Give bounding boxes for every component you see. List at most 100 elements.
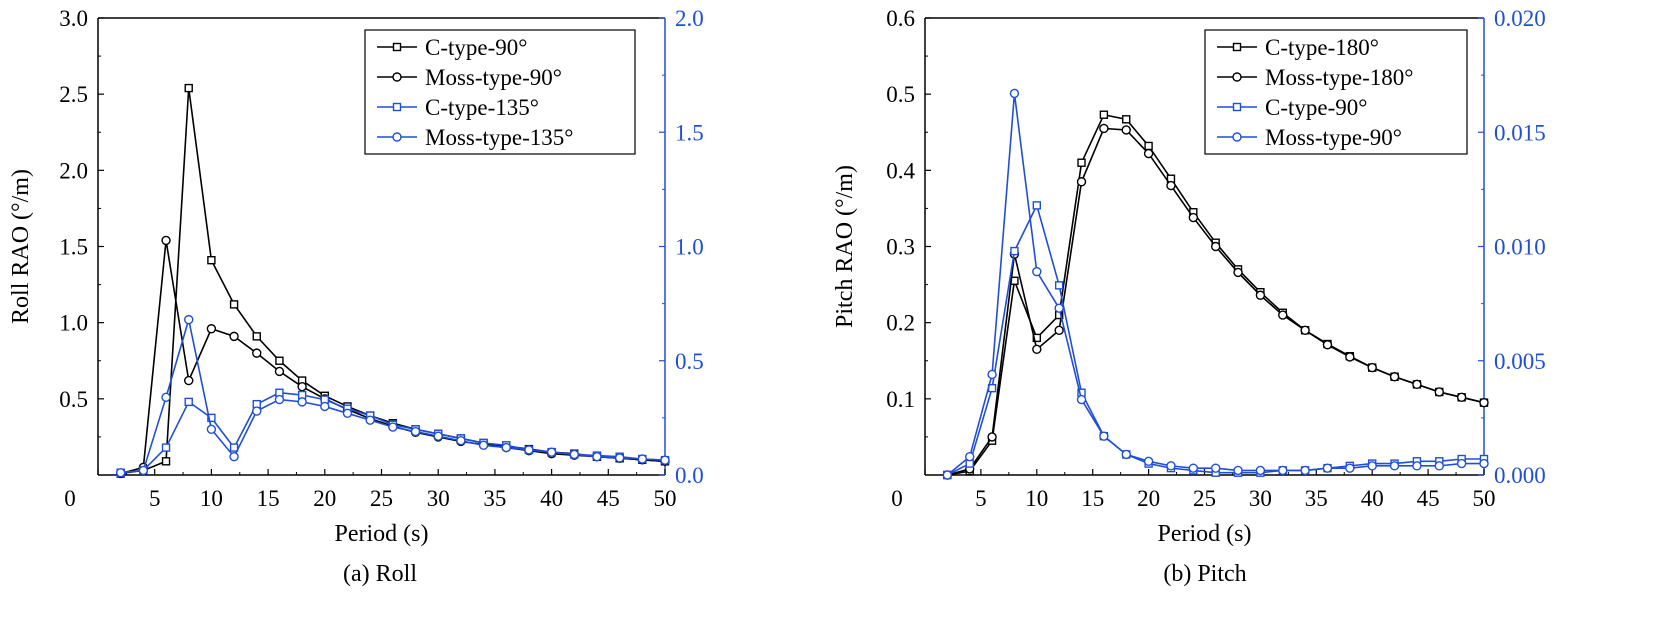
data-point-circle <box>1143 148 1154 159</box>
legend-label: Moss-type-90° <box>425 65 562 90</box>
data-point-circle <box>229 452 239 462</box>
data-point-circle <box>456 436 466 446</box>
legend-label: Moss-type-135° <box>425 125 573 150</box>
data-point-square <box>1099 110 1109 119</box>
legend-label: C-type-90° <box>425 35 527 60</box>
data-point-circle <box>115 468 126 478</box>
data-point-square <box>1054 281 1064 290</box>
data-point-circle <box>410 426 421 437</box>
x-tick-label: 30 <box>427 486 450 511</box>
legend-marker-square <box>1232 102 1242 112</box>
data-point-circle <box>1479 397 1489 408</box>
x-tick-label: 10 <box>200 486 223 511</box>
x-tick-label: 0 <box>64 486 76 511</box>
x-tick-label: 0 <box>891 486 903 511</box>
data-point-square <box>1010 246 1019 256</box>
legend-marker-square <box>392 102 402 112</box>
data-point-circle <box>274 394 285 405</box>
data-point-circle <box>1367 461 1377 471</box>
data-point-circle <box>965 452 975 462</box>
y-right-tick-label: 0.020 <box>1494 6 1546 31</box>
data-point-square <box>207 413 216 423</box>
y-right-tick-label: 0.000 <box>1494 463 1546 488</box>
data-point-circle <box>184 314 194 325</box>
data-point-square <box>229 300 239 309</box>
x-tick-label: 35 <box>1305 486 1328 511</box>
data-point-circle <box>1032 266 1042 277</box>
y-tick-label: 2.5 <box>59 82 88 107</box>
legend-marker-circle <box>1232 132 1242 142</box>
y-right-tick-label: 0.015 <box>1494 120 1546 145</box>
data-point-circle <box>660 455 670 465</box>
x-tick-label: 15 <box>1081 486 1104 511</box>
legend-label: C-type-135° <box>425 95 539 120</box>
y-tick-label: 0.4 <box>886 158 915 183</box>
legend: C-type-180° Moss-type-180° C-type-90° Moss-… <box>1204 29 1468 155</box>
data-point-circle <box>1456 392 1467 403</box>
x-tick-label: 10 <box>1025 486 1048 511</box>
y-right-tick-label: 1.5 <box>675 120 704 145</box>
panel-caption: (a) Roll <box>343 561 417 587</box>
y-right-tick-label: 0.5 <box>675 349 704 374</box>
y-tick-label: 0.2 <box>886 311 915 336</box>
y-tick-label: 2.0 <box>59 158 88 183</box>
data-point-circle <box>1300 465 1310 476</box>
y-tick-label: 1.5 <box>59 235 88 260</box>
data-point-square <box>1077 158 1086 167</box>
data-point-circle <box>342 408 353 419</box>
x-tick-label: 50 <box>654 486 677 511</box>
data-point-circle <box>1076 177 1087 187</box>
data-point-circle <box>1322 463 1333 473</box>
data-point-circle <box>1389 372 1400 382</box>
data-point-circle <box>1345 463 1355 473</box>
data-point-circle <box>1479 458 1489 469</box>
data-point-circle <box>388 422 398 432</box>
data-point-circle <box>942 470 953 480</box>
data-point-circle <box>252 406 262 416</box>
data-point-square <box>1144 141 1153 151</box>
data-point-circle <box>1210 463 1221 473</box>
data-point-circle <box>138 465 149 476</box>
data-point-circle <box>161 392 171 403</box>
y-tick-label: 0.5 <box>59 387 88 412</box>
legend-marker-square <box>392 42 402 52</box>
y-tick-label: 0.1 <box>886 387 915 412</box>
data-point-square <box>229 443 239 452</box>
data-point-circle <box>1032 344 1042 355</box>
data-point-square <box>252 332 261 341</box>
data-point-circle <box>592 452 602 462</box>
legend-box <box>1204 29 1468 155</box>
data-point-circle <box>1233 465 1243 476</box>
data-point-circle <box>365 415 375 425</box>
data-point-circle <box>1054 303 1064 313</box>
y-axis-label: Pitch RAO (°/m) <box>832 165 858 328</box>
x-tick-label: 35 <box>483 486 506 511</box>
data-point-circle <box>1188 212 1199 223</box>
data-point-circle <box>297 381 307 392</box>
data-point-circle <box>637 454 648 464</box>
data-point-square <box>161 443 171 452</box>
legend-label: Moss-type-90° <box>1265 125 1402 150</box>
data-point-circle <box>320 401 330 412</box>
x-tick-label: 25 <box>370 486 393 511</box>
x-tick-label: 5 <box>149 486 161 511</box>
series-line-C-type-180° <box>947 113 1485 476</box>
data-point-circle <box>1412 379 1422 390</box>
data-point-circle <box>1210 241 1221 252</box>
x-tick-label: 40 <box>540 486 563 511</box>
y-right-tick-label: 1.0 <box>675 235 704 260</box>
legend-marker-circle <box>392 72 402 82</box>
y-axis-label: Roll RAO (°/m) <box>8 169 34 324</box>
data-point-circle <box>569 449 579 460</box>
data-point-circle <box>1322 340 1333 350</box>
x-tick-label: 20 <box>313 486 336 511</box>
data-point-circle <box>252 348 262 358</box>
legend-label: C-type-90° <box>1265 95 1367 120</box>
data-point-circle <box>1456 458 1467 469</box>
data-point-circle <box>524 445 534 455</box>
data-point-circle <box>1076 394 1087 405</box>
data-point-square <box>184 397 193 407</box>
data-point-circle <box>1367 362 1377 373</box>
legend-marker-square <box>1232 42 1242 52</box>
